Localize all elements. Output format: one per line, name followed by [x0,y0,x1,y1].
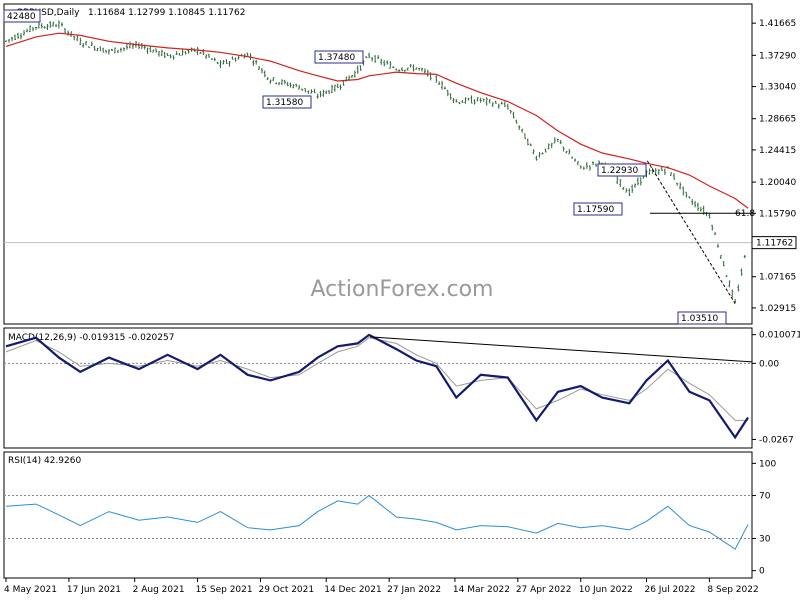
rsi-title: RSI(14) 42.9260 [8,456,81,466]
price-annotation-box [314,50,364,64]
macd-title: MACD(12,26,9) -0.019315 -0.020257 [8,333,174,343]
rsi-line [5,494,749,550]
price-annotation-label: 1.17590 [577,205,614,215]
price-y-tick-label: 1.24415 [759,146,796,156]
x-tick-label: 27 Apr 2022 [516,585,572,595]
price-y-axis: 1.41665 1.37290 1.33040 1.28665 1.24415 1.200… [751,19,797,314]
x-tick-label: 26 Jul 2022 [644,585,695,595]
macd-panel [3,327,753,449]
x-tick-label: 10 Jun 2022 [579,585,633,595]
price-title: GBPUSD,Daily [16,8,80,18]
fib-level-label: 61.8 [735,209,755,219]
price-y-tick-label: 1.33040 [759,83,796,93]
macd-main-line [5,333,749,440]
price-annotation-label: 1.03510 [681,314,718,324]
price-y-tick-label: 1.15790 [759,209,796,219]
macd-y-tick-label: -0.0267 [759,435,794,445]
price-annotation-box [3,9,41,23]
moving-average-line [5,32,749,209]
watermark: ActionForex.com [311,277,494,302]
price-annotation-label: 1.22930 [601,166,638,176]
ohlc-values: 1.11684 1.12799 1.10845 1.11762 [88,8,245,18]
rsi-gridlines [4,495,752,539]
last-price-box [751,236,797,250]
macd-y-axis: 0.010071 0.00 -0.0267 [752,331,800,445]
last-price-label: 1.11762 [756,239,793,249]
x-tick-label: 14 Mar 2022 [453,585,510,595]
rsi-lines [5,494,749,550]
macd-lines [5,333,753,440]
x-tick-label: 15 Sep 2021 [196,585,253,595]
x-tick-label: 29 Oct 2021 [258,585,314,595]
x-tick-label: 2 Aug 2021 [133,585,185,595]
price-y-tick-label: 1.28665 [759,115,796,125]
x-tick-label: 27 Jan 2022 [387,585,441,595]
price-annotation-box [573,202,623,216]
price-y-tick-label: 1.20040 [759,178,796,188]
price-annotation-label: 1.37480 [318,53,355,63]
price-annotation-box [262,95,312,109]
price-header: GBPUSD,Daily 1.11684 1.12799 1.10845 1.1… [7,8,245,18]
rsi-panel [3,451,753,579]
price-annotations: 42480 1.37480 1.31580 1.22930 1.17590 1.03510… [3,9,755,325]
price-y-tick-label: 1.02915 [759,304,796,314]
x-tick-label: 8 Sep 2022 [707,585,758,595]
fib-projection-line [646,160,736,304]
price-y-tick-label: 1.41665 [759,19,796,29]
rsi-y-tick-label: 0 [759,567,765,577]
macd-trendline [369,336,753,363]
macd-y-tick-label: 0.00 [759,359,779,369]
price-annotation-label: 42480 [7,12,36,22]
rsi-y-tick-label: 70 [759,492,771,502]
price-lines [5,32,752,304]
x-tick-label: 4 May 2021 [4,585,57,595]
x-tick-label: 14 Dec 2021 [324,585,382,595]
macd-y-tick-label: 0.010071 [759,331,800,341]
price-annotation-label: 1.31580 [266,98,303,108]
price-y-tick-label: 1.37290 [759,51,796,61]
rsi-y-axis: 100 70 30 0 [752,459,776,577]
rsi-y-tick-label: 100 [759,459,776,469]
price-annotation-box [597,163,647,177]
date-x-axis: 4 May 2021 17 Jun 2021 2 Aug 2021 15 Sep 20… [4,578,759,595]
x-tick-label: 17 Jun 2021 [67,585,121,595]
rsi-y-tick-label: 30 [759,534,771,544]
price-y-tick-label: 1.07165 [759,273,796,283]
price-annotation-box [677,311,727,325]
